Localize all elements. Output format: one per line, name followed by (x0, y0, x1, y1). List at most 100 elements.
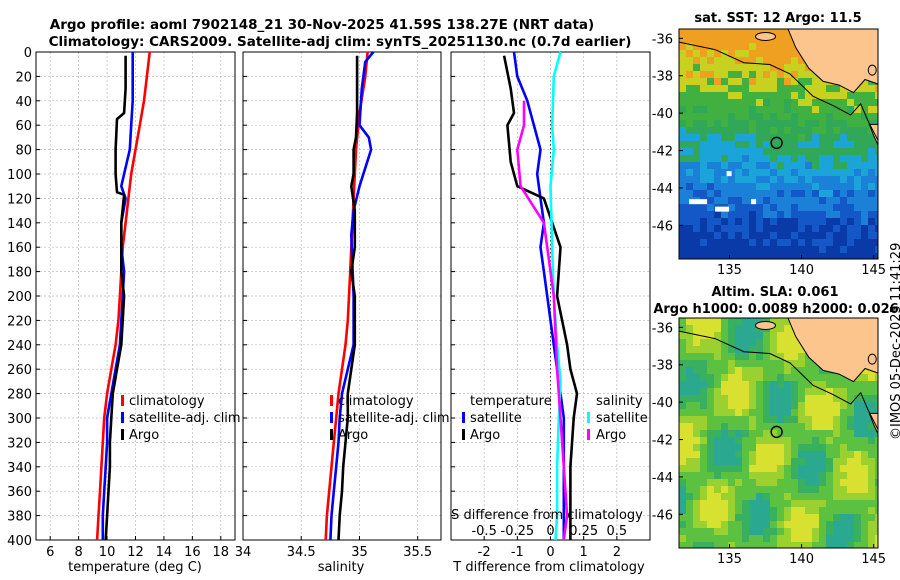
y-tick-label: 340 (7, 461, 32, 476)
y-tick-label: -46 (652, 219, 673, 234)
y-tick-label: 400 (7, 534, 32, 549)
difference-legend-temperature: temperature satellite Argo (470, 394, 552, 443)
y-tick-label: 220 (7, 314, 32, 329)
y-tick-label: -46 (652, 508, 673, 523)
kangaroo-island (755, 31, 777, 41)
y-tick-label: -40 (652, 396, 673, 411)
sla-map-title-line-2: Argo h1000: 0.0089 h2000: 0.026 (653, 302, 898, 317)
legend-swatch (121, 412, 124, 423)
salinity-panel: 34 34.5 35 35.5 (235, 51, 442, 560)
x-tick-label: 8 (75, 545, 83, 560)
figure-title-line-1: Argo profile: aoml 7902148_21 30-Nov-202… (50, 17, 594, 33)
sst-land (679, 29, 878, 212)
x-tick-label: 16 (184, 545, 201, 560)
y-tick-label: 20 (15, 70, 32, 85)
y-tick-label: 0 (24, 46, 32, 61)
y-tick-label: 200 (7, 290, 32, 305)
x-tick-label: 140 (789, 263, 814, 278)
legend-heading-salinity: salinity (596, 394, 643, 409)
tasmania (868, 412, 878, 436)
x-tick-label: 0 (546, 545, 554, 560)
sst-map-panel: 135 140 145 -36 -38 -40 -42 -44 -46 (652, 28, 886, 278)
series-line-argo (104, 55, 127, 541)
legend-label-satellite-adj: satellite-adj. clim (338, 411, 450, 426)
missing-data (726, 171, 732, 177)
y-tick-label: 300 (7, 412, 32, 427)
x-tick-label: 145 (861, 263, 886, 278)
y-tick-label: 320 (7, 436, 32, 451)
legend-swatch (587, 429, 590, 440)
figure-title-line-2: Climatology: CARS2009. Satellite-adj cli… (49, 34, 632, 50)
y-tick-label: 180 (7, 266, 32, 281)
argo-position-marker (770, 425, 783, 439)
y-tick-label: -36 (652, 32, 673, 47)
x-tick-label: 10 (99, 545, 116, 560)
sla-map-panel: 135 140 145 -36 -38 -40 -42 -44 -46 (652, 317, 886, 567)
tasmania (868, 123, 878, 147)
legend-swatch (121, 429, 124, 440)
y-tick-label: -40 (652, 107, 673, 122)
y-tick-label: 160 (7, 241, 32, 256)
legend-label-climatology: climatology (129, 394, 205, 409)
salinity-xlabel: salinity (318, 560, 365, 575)
legend-label-s-satellite: satellite (596, 411, 648, 426)
temperature-legend: climatology satellite-adj. clim Argo (129, 394, 241, 443)
y-tick-label: 260 (7, 363, 32, 378)
missing-data (689, 199, 708, 205)
legend-swatch (587, 412, 590, 423)
y-tick-label: -44 (652, 471, 673, 486)
coastline-australia (787, 29, 878, 94)
kangaroo-island (755, 320, 777, 330)
x-tick-label: 2 (613, 545, 621, 560)
s-tick-label: 0.25 (569, 524, 598, 539)
x-tick-label: 35 (351, 545, 368, 560)
x-tick-label: 140 (789, 552, 814, 567)
map-frame (678, 317, 879, 549)
y-tick-label: -36 (652, 321, 673, 336)
map-frame (678, 28, 879, 260)
difference-xlabel: T difference from climatology (452, 560, 645, 575)
legend-label-t-satellite: satellite (470, 411, 522, 426)
island-small (867, 64, 877, 76)
shelf-contour (679, 330, 878, 431)
legend-label-satellite-adj: satellite-adj. clim (129, 411, 241, 426)
legend-label-t-argo: Argo (470, 428, 500, 443)
legend-swatch (462, 412, 465, 423)
y-tick-label: 40 (15, 95, 32, 110)
y-tick-label: -42 (652, 434, 673, 449)
x-tick-label: 34 (235, 545, 252, 560)
series-line-satellite-adj-clim (101, 52, 134, 540)
shelf-contour (679, 41, 878, 142)
legend-swatch (121, 395, 124, 406)
y-tick-label: 80 (15, 144, 32, 159)
s-tick-label: -0.25 (501, 524, 535, 539)
y-tick-label: -44 (652, 182, 673, 197)
series-line-climatology (324, 51, 369, 541)
y-tick-label: 380 (7, 510, 32, 525)
temperature-panel: 6 8 10 12 14 16 180204060801001201401601802002… (7, 46, 236, 560)
s-tick-label: 0.5 (606, 524, 627, 539)
y-tick-label: -42 (652, 145, 673, 160)
s-tick-label: -0.5 (471, 524, 496, 539)
coastline-australia (787, 318, 878, 383)
legend-label-climatology: climatology (338, 394, 414, 409)
series-line-argo (337, 55, 359, 541)
sst-map-title: sat. SST: 12 Argo: 11.5 (694, 11, 861, 26)
sla-map-title-line-1: Altim. SLA: 0.061 (712, 285, 839, 300)
x-tick-label: 35.5 (403, 545, 432, 560)
difference-legend-salinity: salinity satellite Argo (596, 394, 648, 443)
y-tick-label: 360 (7, 485, 32, 500)
x-tick-label: 135 (717, 552, 742, 567)
x-tick-label: -2 (478, 545, 491, 560)
legend-swatch (462, 429, 465, 440)
x-tick-label: 34.5 (287, 545, 316, 560)
x-tick-label: 14 (156, 545, 173, 560)
series-line-climatology (95, 51, 151, 541)
y-tick-label: 280 (7, 388, 32, 403)
y-tick-label: -38 (652, 359, 673, 374)
x-tick-label: 6 (46, 545, 54, 560)
missing-data (715, 206, 730, 212)
series-line-temperature-satellite (512, 51, 566, 540)
y-tick-label: 120 (7, 192, 32, 207)
